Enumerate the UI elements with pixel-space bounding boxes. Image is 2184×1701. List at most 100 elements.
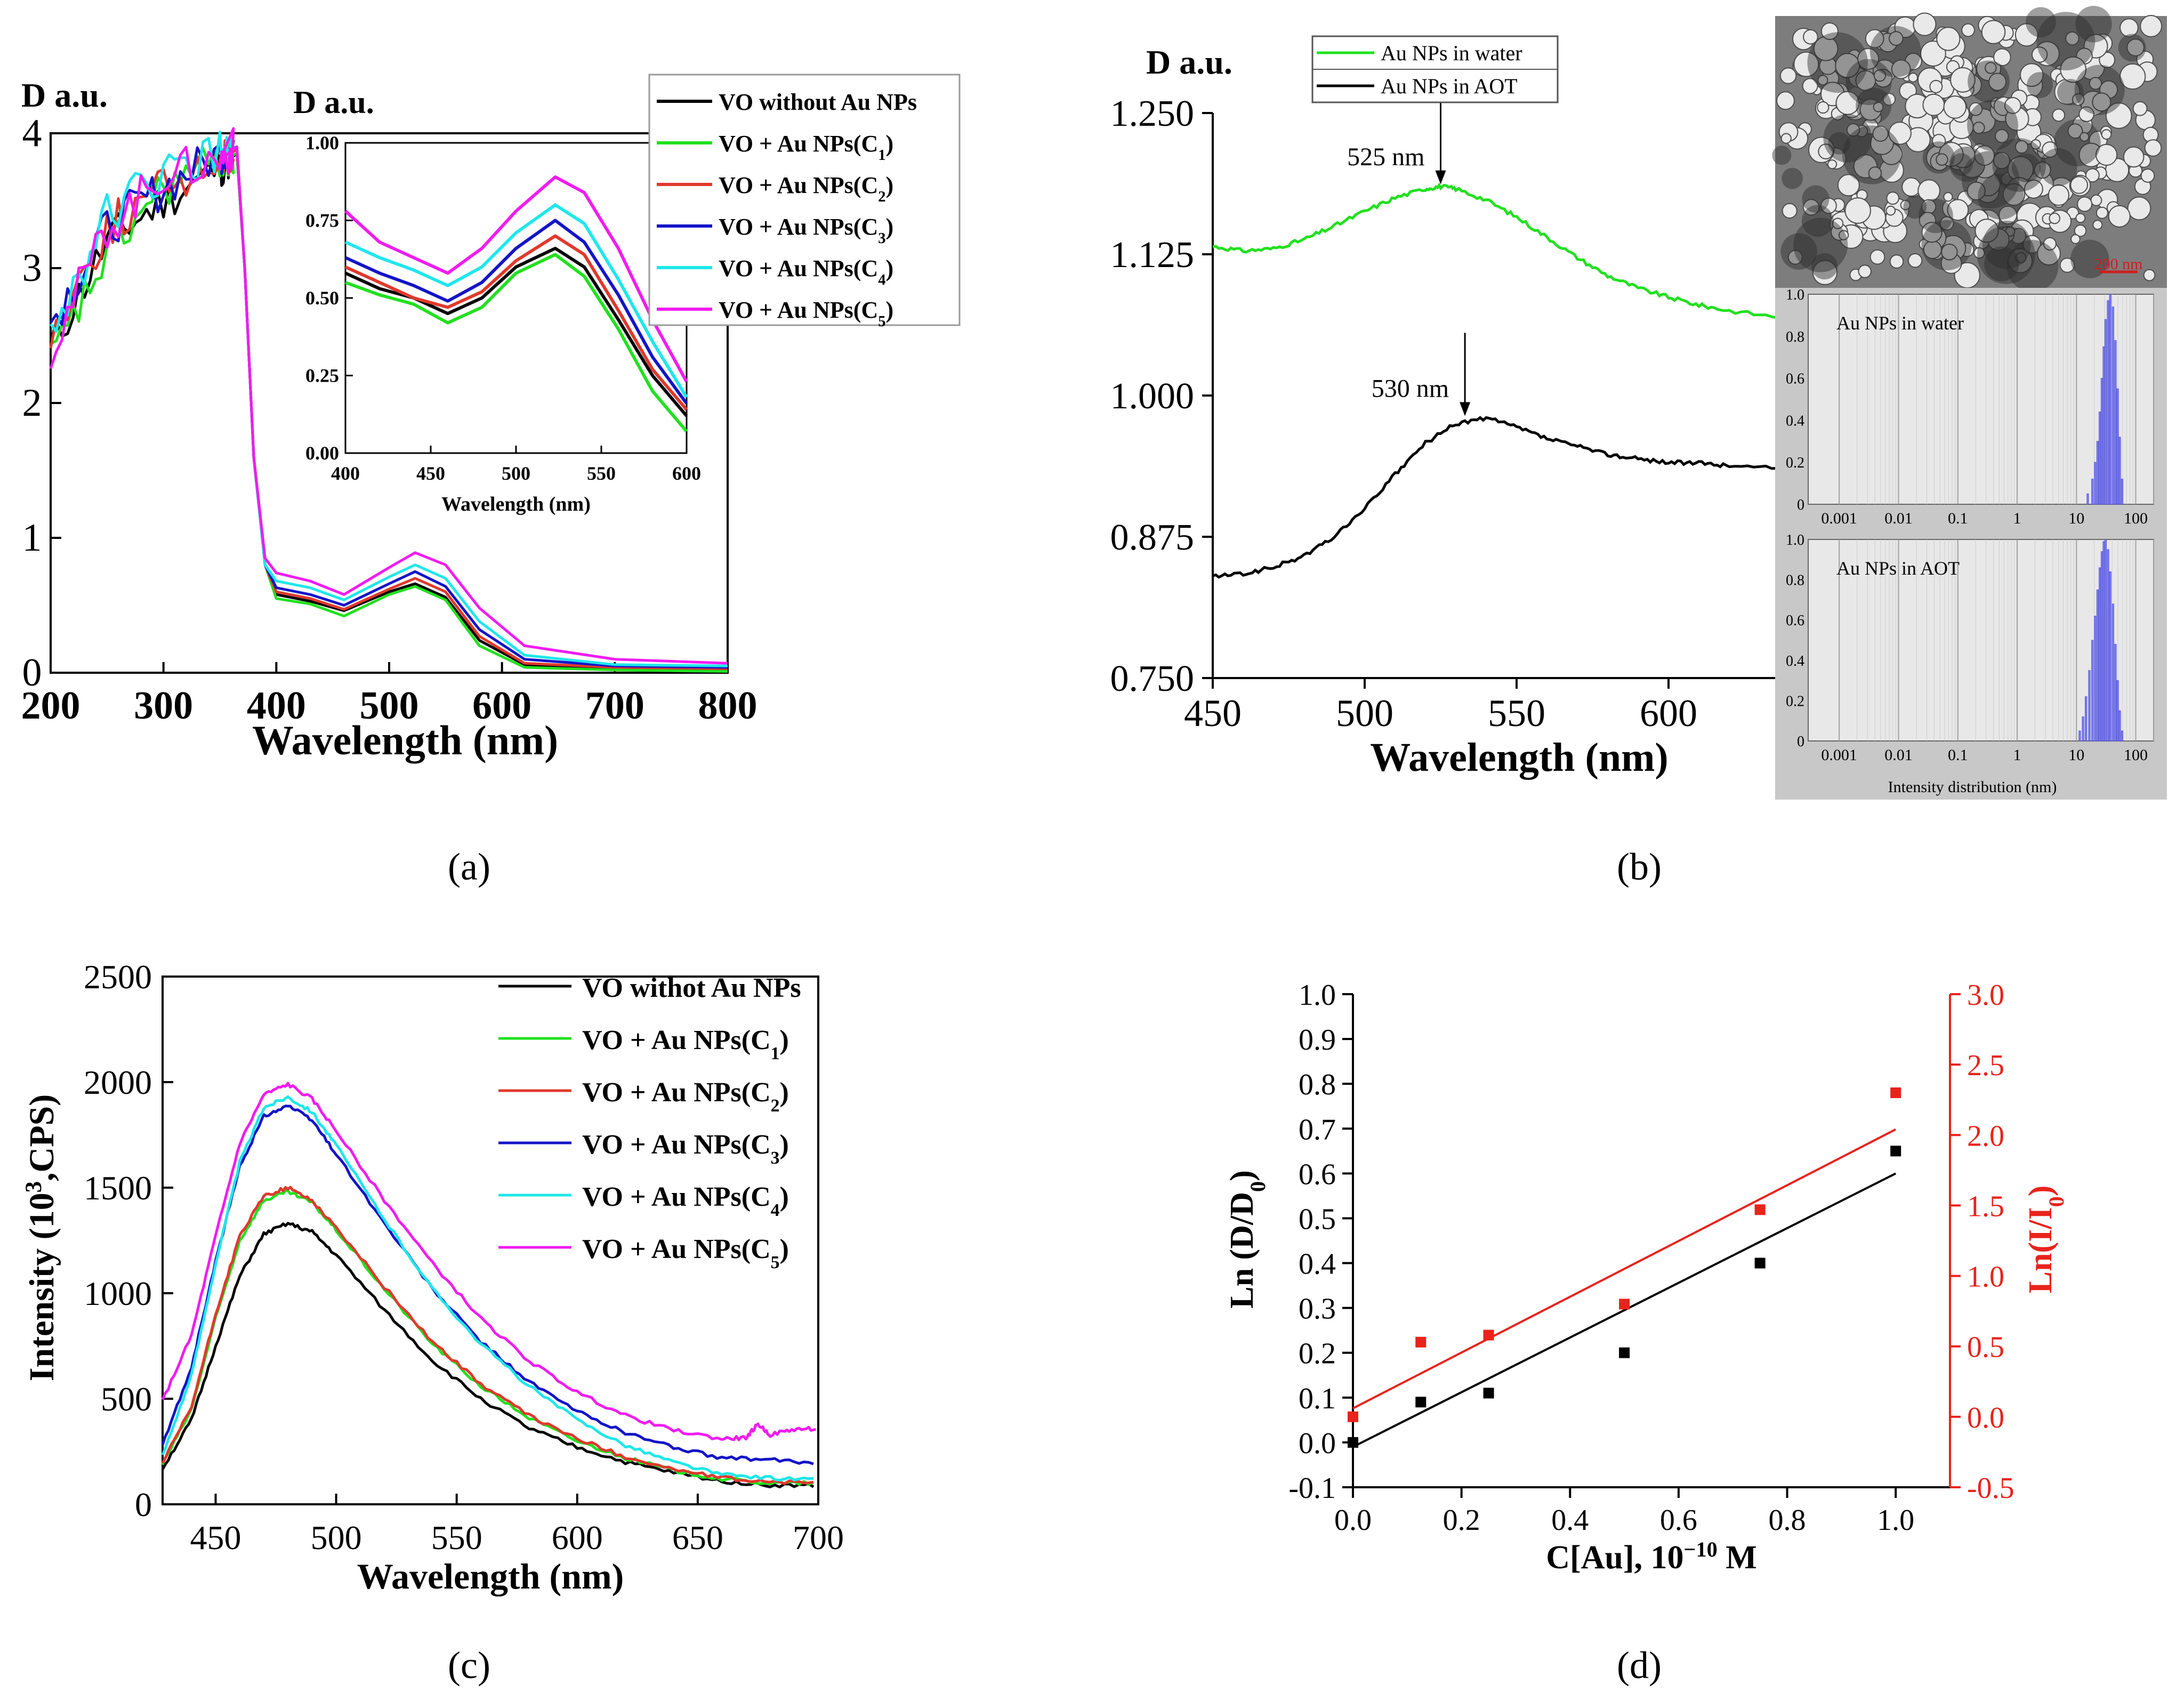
inset-series-line-5 <box>344 175 688 383</box>
dls-bar <box>2107 549 2109 741</box>
sem-particle <box>1943 192 1953 202</box>
plot-frame <box>162 976 819 1505</box>
sem-particle <box>1846 123 1860 137</box>
series-line-0 <box>1213 182 1785 320</box>
x-tick-label: 0.2 <box>1443 1504 1480 1537</box>
dls-bar <box>2102 541 2105 741</box>
dls-bar <box>2088 670 2091 741</box>
dls-bar <box>2114 644 2117 741</box>
sem-shadow <box>1811 253 1838 280</box>
dls-bar <box>2104 539 2107 741</box>
sem-particle <box>1865 29 1884 49</box>
data-point-0 <box>1619 1347 1630 1358</box>
sem-particle <box>1998 205 2018 225</box>
sem-particle <box>1941 244 1958 261</box>
sem-particle <box>1885 205 1896 216</box>
sem-shadow <box>1961 150 2020 209</box>
dls-y-tick-label: 0.2 <box>1786 693 1804 710</box>
sem-particle <box>2127 196 2151 221</box>
annotation-label-0: 525 nm <box>1347 143 1424 171</box>
sem-particle <box>2143 269 2156 281</box>
legend-label-4: VO + Au NPs(C4) <box>582 1182 789 1220</box>
inset-series-line-3 <box>344 219 688 405</box>
dls-x-tick-label: 0.1 <box>1948 510 1968 527</box>
inset-series-line-2 <box>344 234 688 411</box>
y-tick-label: 2 <box>22 381 42 425</box>
sem-particle <box>2060 56 2087 83</box>
y-tick-label: 1500 <box>84 1169 152 1207</box>
x-tick-label: 200 <box>21 684 80 728</box>
series-line-5 <box>161 1082 816 1441</box>
sem-shadow <box>2036 12 2096 71</box>
sem-shadow <box>1823 114 1872 163</box>
sem-particle <box>1943 95 1967 119</box>
sem-particle <box>1888 31 1904 46</box>
legend-label-1: Au NPs in AOT <box>1381 74 1518 98</box>
legend-label-2: VO + Au NPs(C2) <box>719 172 893 205</box>
sem-particle <box>2070 234 2081 244</box>
legend-box <box>648 74 961 326</box>
sem-particle <box>1802 199 1820 216</box>
y-right-tick-label: 0.0 <box>1967 1401 2004 1434</box>
panel-label-a: (a) <box>448 845 490 888</box>
sem-particle <box>1882 92 1896 106</box>
x-tick-label: 0.6 <box>1660 1504 1697 1537</box>
sem-particle <box>1939 216 1954 231</box>
dls-x-tick-label: 0.01 <box>1884 510 1913 527</box>
dls-x-tick-label: 100 <box>2124 510 2148 527</box>
dls-bar <box>2118 710 2121 741</box>
y-right-tick-label: -0.5 <box>1967 1472 2014 1505</box>
x-tick-label: 550 <box>431 1519 482 1557</box>
sem-shadow <box>1982 221 2031 269</box>
sem-particle <box>2019 63 2044 87</box>
y-axis-label: Intensity (103,CPS) <box>21 1094 62 1381</box>
y-tick-label: 2000 <box>84 1063 152 1101</box>
sem-particle <box>2099 52 2116 68</box>
series-line-1 <box>161 1189 815 1486</box>
inset-series-line-4 <box>344 203 688 398</box>
sem-shadow <box>1977 225 2035 284</box>
x-tick-label: 650 <box>672 1519 723 1557</box>
sem-particle <box>2067 123 2083 139</box>
sem-particle <box>1891 59 1911 79</box>
sem-particle <box>2140 15 2163 38</box>
dls-y-tick-label: 1.0 <box>1786 287 1804 303</box>
sem-particle <box>1936 153 1948 166</box>
dls-bar <box>2086 493 2089 505</box>
x-tick-label: 500 <box>1336 692 1393 735</box>
y-axis-label: D a.u. <box>1146 43 1232 81</box>
y-tick-label: 0.750 <box>1110 658 1195 699</box>
sem-particle <box>1929 79 1943 93</box>
data-point-1 <box>1348 1411 1358 1422</box>
y-tick-label: 1000 <box>84 1275 152 1312</box>
sem-particle <box>2049 212 2060 224</box>
sem-particle <box>2031 46 2048 63</box>
sem-particle <box>1981 20 2006 44</box>
x-tick-label: 500 <box>311 1519 362 1557</box>
sem-particle <box>2004 96 2021 114</box>
x-tick-label: 700 <box>793 1519 844 1557</box>
legend-label-4: VO + Au NPs(C4) <box>719 255 893 288</box>
inset-y-tick-label: 0.75 <box>305 210 339 231</box>
dls-y-tick-label: 0.2 <box>1786 455 1804 471</box>
sem-particle <box>2140 168 2155 183</box>
y-tick-label: 0.9 <box>1299 1023 1336 1057</box>
fit-line-1 <box>1352 1128 1897 1409</box>
sem-particle <box>2092 92 2112 112</box>
y-tick-label: 0.3 <box>1299 1293 1336 1326</box>
x-axis-label: C[Au], 10−10 M <box>1546 1537 1757 1576</box>
sem-particle <box>1817 101 1830 114</box>
sem-particle <box>2144 139 2162 157</box>
sem-particle <box>1832 217 1844 229</box>
y-tick-label: 0 <box>22 651 42 695</box>
sem-particle <box>1974 145 1995 166</box>
x-axis-label: Wavelength (nm) <box>357 1556 624 1597</box>
dls-bar <box>2099 567 2101 741</box>
dls-bar <box>2109 294 2112 505</box>
x-tick-label: 0.4 <box>1551 1504 1589 1537</box>
sem-particle <box>2043 237 2057 251</box>
dls-x-axis-label: Intensity distribution (nm) <box>1888 778 2057 796</box>
data-point-1 <box>1483 1329 1494 1341</box>
series-line-4 <box>49 131 728 667</box>
